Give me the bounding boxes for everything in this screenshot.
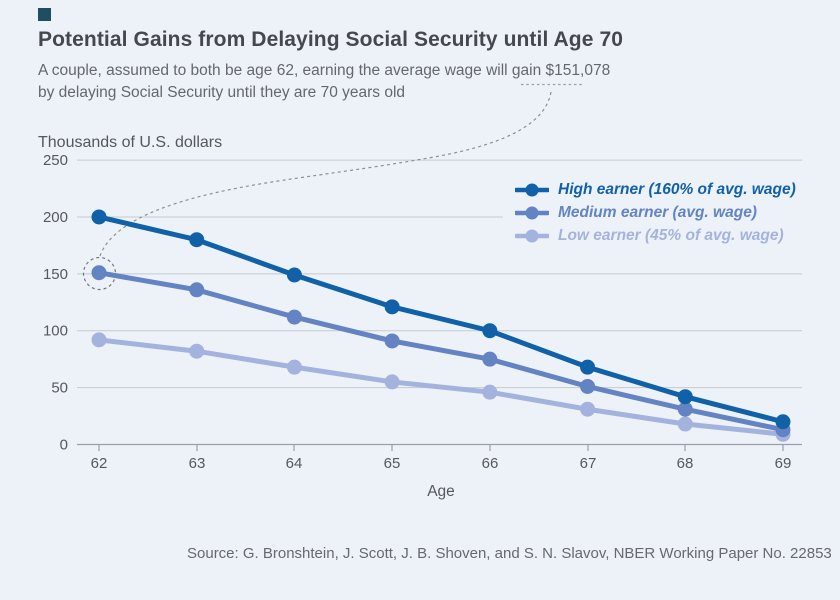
nber-brand-square (38, 8, 51, 21)
data-point-series0-age69 (775, 414, 791, 430)
x-tick-63: 63 (189, 455, 206, 472)
legend-label-medium-earner: Medium earner (avg. wage) (558, 204, 757, 221)
y-axis-tick-labels: 250 200 150 100 50 0 (43, 152, 68, 454)
data-point-series2-age62 (91, 332, 107, 348)
data-point-series0-age67 (580, 359, 596, 375)
data-point-series2-age67 (580, 401, 596, 417)
x-tick-69: 69 (775, 455, 792, 472)
subtitle-line-2: by delaying Social Security until they a… (38, 83, 406, 101)
legend-label-high-earner: High earner (160% of avg. wage) (558, 181, 796, 198)
y-axis-units-label: Thousands of U.S. dollars (38, 134, 223, 151)
legend-label-low-earner: Low earner (45% of avg. wage) (558, 227, 784, 244)
series-line-1 (96, 270, 786, 433)
data-point-series2-age68 (677, 416, 693, 432)
data-point-series0-age63 (189, 232, 205, 248)
data-point-series1-age68 (677, 401, 693, 417)
data-point-series1-age62 (91, 265, 107, 281)
legend-marker-medium-earner-icon (515, 206, 549, 220)
data-point-series1-age63 (189, 282, 205, 298)
data-point-series0-age68 (677, 389, 693, 405)
data-point-series0-age62 (91, 209, 107, 225)
x-tick-68: 68 (677, 455, 694, 472)
y-tick-150: 150 (43, 266, 68, 283)
y-tick-0: 0 (60, 437, 68, 454)
series-line-0 (96, 214, 786, 425)
x-tick-64: 64 (286, 455, 303, 472)
data-point-series2-age65 (384, 374, 400, 390)
x-tick-67: 67 (580, 455, 597, 472)
x-tick-65: 65 (384, 455, 401, 472)
x-tick-66: 66 (482, 455, 499, 472)
legend-item-medium-earner: Medium earner (avg. wage) (503, 202, 806, 224)
x-axis (77, 443, 802, 451)
data-point-series2-age66 (482, 384, 498, 400)
data-point-series0-age66 (482, 323, 498, 339)
data-point-series0-age64 (286, 267, 302, 283)
legend-marker-high-earner-icon (515, 183, 549, 197)
data-point-series1-age65 (384, 333, 400, 349)
y-tick-50: 50 (51, 380, 68, 397)
legend-item-high-earner: High earner (160% of avg. wage) (503, 179, 806, 201)
x-tick-62: 62 (91, 455, 108, 472)
x-axis-title: Age (427, 483, 455, 500)
data-point-series2-age64 (286, 359, 302, 375)
series-line-2 (96, 337, 786, 437)
chart-subtitle: A couple, assumed to both be age 62, ear… (38, 60, 610, 103)
y-tick-100: 100 (43, 323, 68, 340)
source-credit: Source: G. Bronshtein, J. Scott, J. B. S… (187, 545, 832, 562)
chart-title: Potential Gains from Delaying Social Sec… (38, 28, 624, 51)
data-point-series1-age66 (482, 351, 498, 367)
legend-marker-low-earner-icon (515, 229, 549, 243)
data-point-series1-age64 (286, 309, 302, 325)
legend-item-low-earner: Low earner (45% of avg. wage) (503, 225, 806, 247)
subtitle-line-1: A couple, assumed to both be age 62, ear… (38, 62, 611, 79)
data-point-series2-age63 (189, 343, 205, 359)
y-tick-200: 200 (43, 209, 68, 226)
y-tick-250: 250 (43, 152, 68, 169)
x-axis-tick-labels: 62 63 64 65 66 67 68 69 (91, 455, 792, 472)
data-point-series1-age67 (580, 378, 596, 394)
chart-legend: High earner (160% of avg. wage) Medium e… (503, 179, 806, 248)
data-series-layer (91, 209, 791, 442)
data-point-series0-age65 (384, 299, 400, 315)
